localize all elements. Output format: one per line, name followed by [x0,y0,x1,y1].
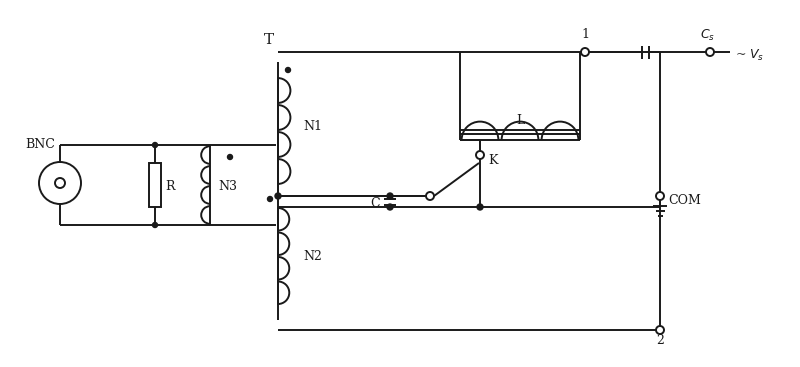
Circle shape [55,178,65,188]
Text: N2: N2 [303,250,322,262]
Circle shape [39,162,81,204]
Text: COM: COM [668,193,701,207]
Circle shape [153,222,158,228]
Text: R: R [165,181,174,193]
Text: 2: 2 [656,334,664,347]
Circle shape [426,192,434,200]
Circle shape [387,193,393,199]
Text: BNC: BNC [25,138,55,151]
Circle shape [656,326,664,334]
Text: L: L [516,114,524,127]
Text: ~ $V_s$: ~ $V_s$ [735,47,764,62]
Text: 1: 1 [581,28,589,41]
Text: N1: N1 [303,120,322,132]
Text: $C_s$: $C_s$ [701,28,715,43]
Circle shape [476,151,484,159]
Circle shape [477,204,483,210]
Circle shape [656,192,664,200]
Circle shape [657,327,663,333]
Circle shape [706,48,714,56]
Bar [149,163,161,207]
Circle shape [286,68,290,73]
Text: K: K [488,153,498,167]
Circle shape [387,204,393,210]
Circle shape [581,48,589,56]
Circle shape [267,196,273,201]
Circle shape [153,142,158,148]
Circle shape [275,193,281,199]
Text: C: C [370,197,380,210]
Circle shape [227,155,233,160]
Text: N3: N3 [218,181,237,193]
Text: T: T [264,33,274,47]
